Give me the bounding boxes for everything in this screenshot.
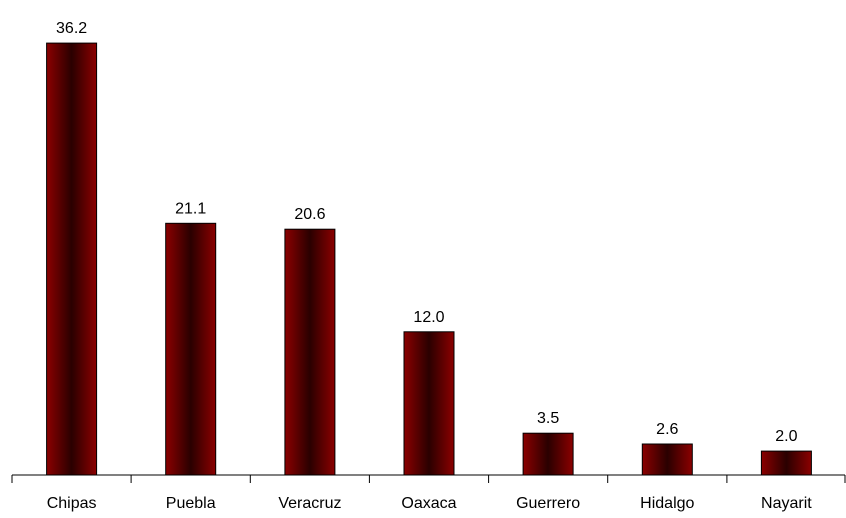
- x-axis: [11, 474, 846, 483]
- x-tick-labels-layer: Chipas Puebla Veracruz Oaxaca Guerrero Hidalg…: [47, 495, 813, 512]
- x-tick-label-nayarit: Nayarit: [761, 495, 812, 512]
- x-tick-label-puebla: Puebla: [166, 495, 216, 512]
- bar-oaxaca: [403, 331, 455, 476]
- bar-chipas: [46, 42, 98, 476]
- bar-nayarit: [760, 450, 812, 476]
- data-label-hidalgo: 2.6: [656, 421, 678, 438]
- bar-guerrero: [522, 432, 574, 476]
- data-label-oaxaca: 12.0: [413, 309, 444, 326]
- x-tick-label-chipas: Chipas: [47, 495, 97, 512]
- bars-layer: [46, 42, 812, 476]
- bar-veracruz: [284, 228, 336, 476]
- data-label-veracruz: 20.6: [294, 206, 325, 223]
- data-label-nayarit: 2.0: [775, 428, 797, 445]
- data-label-guerrero: 3.5: [537, 410, 559, 427]
- x-tick-label-guerrero: Guerrero: [516, 495, 580, 512]
- x-tick-label-veracruz: Veracruz: [278, 495, 341, 512]
- data-label-puebla: 21.1: [175, 200, 206, 217]
- data-label-chipas: 36.2: [56, 20, 87, 37]
- x-tick-label-oaxaca: Oaxaca: [401, 495, 456, 512]
- bar-puebla: [165, 222, 217, 476]
- bar-hidalgo: [641, 443, 693, 476]
- x-tick-label-hidalgo: Hidalgo: [640, 495, 694, 512]
- data-labels-layer: 36.2 21.1 20.6 12.0 3.5 2.6 2.0: [56, 20, 798, 445]
